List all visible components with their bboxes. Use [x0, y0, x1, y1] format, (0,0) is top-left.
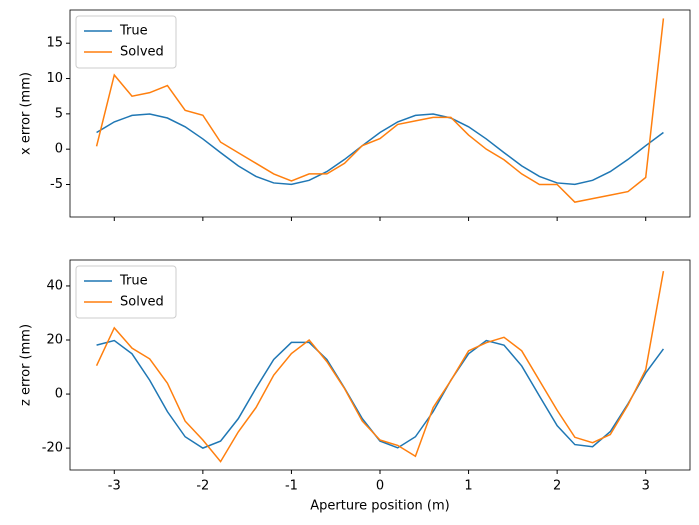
y-axis-label: x error (mm)	[19, 72, 34, 155]
y-tick-label: 0	[55, 142, 63, 157]
legend-box	[75, 15, 177, 69]
legend-label: Solved	[120, 45, 164, 60]
x-tick-label: 2	[553, 479, 561, 494]
y-tick-label: 20	[46, 333, 63, 348]
y-tick-label: 10	[46, 71, 63, 86]
series-line	[95, 270, 665, 463]
y-tick-label: -5	[50, 177, 63, 192]
legend-label: True	[119, 274, 148, 289]
series-line	[95, 18, 665, 203]
legend-box	[75, 265, 177, 319]
legend-label: Solved	[120, 295, 164, 310]
axes-frame	[69, 9, 691, 218]
x-tick-label: 0	[376, 479, 384, 494]
y-tick-label: 0	[55, 387, 63, 402]
series-line	[96, 339, 665, 449]
x-axis-label: Aperture position (m)	[310, 499, 449, 514]
y-tick-label: 40	[46, 278, 63, 293]
y-tick-label: 5	[55, 106, 63, 121]
y-tick-label: 15	[46, 36, 63, 51]
x-tick-label: -1	[285, 479, 298, 494]
series-line	[96, 113, 664, 186]
legend-label: True	[119, 24, 148, 39]
y-tick-label: -20	[42, 441, 63, 456]
x-tick-label: -2	[196, 479, 209, 494]
x-tick-label: 1	[464, 479, 472, 494]
x-tick-label: 3	[642, 479, 650, 494]
x-tick-label: -3	[108, 479, 121, 494]
axes-frame	[69, 259, 691, 471]
y-axis-label: z error (mm)	[19, 324, 34, 406]
